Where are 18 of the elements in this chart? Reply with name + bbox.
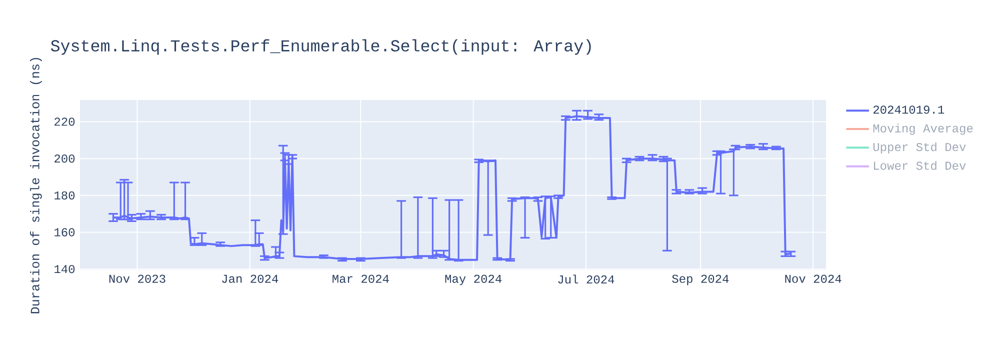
x-tick-label: Jul 2024 <box>558 274 614 284</box>
x-tick-label: Sep 2024 <box>672 274 729 286</box>
x-tick-label: Jan 2024 <box>222 274 278 283</box>
y-tick-label: 160 <box>54 228 75 236</box>
legend-label: 20241019.1 <box>873 106 944 114</box>
legend-label: Upper Std Dev <box>873 142 966 154</box>
legend-label: Moving Average <box>873 124 973 135</box>
y-tick-label: 140 <box>54 265 75 274</box>
y-tick-label: 180 <box>54 191 75 200</box>
y-tick-label: 220 <box>54 118 75 126</box>
x-tick-label: Nov 2024 <box>785 274 842 283</box>
x-tick-label: Nov 2023 <box>109 274 166 283</box>
x-tick-label: May 2024 <box>445 274 502 286</box>
x-tick-label: Mar 2024 <box>332 274 389 283</box>
legend-label: Lower Std Dev <box>874 161 966 170</box>
y-tick-label: 200 <box>54 154 75 163</box>
y-axis-title: Duration of single invocation (ns) <box>30 58 42 314</box>
chart-title: System.Linq.Tests.Perf_Enumerable.Select(input: Array) <box>50 39 591 55</box>
